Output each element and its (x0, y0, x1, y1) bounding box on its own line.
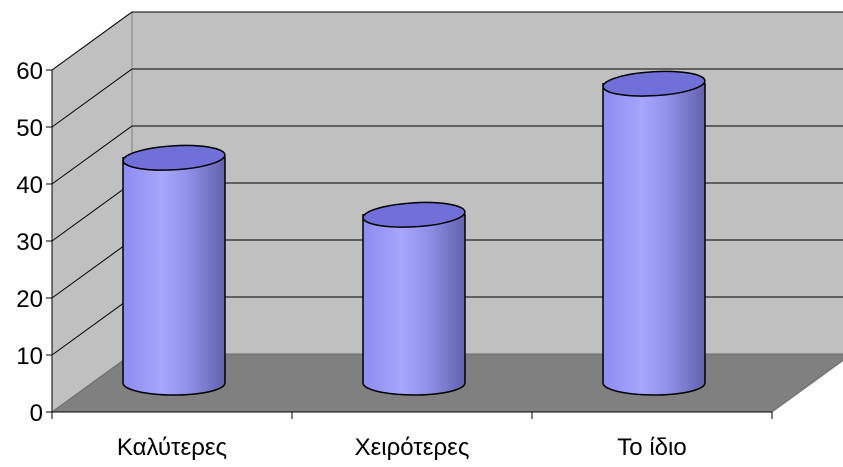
gridline-side (51, 68, 133, 128)
x-category-label: Χειρότερες (355, 434, 470, 461)
gridline-side (51, 182, 133, 242)
y-tick-label: 0 (30, 400, 43, 427)
bar-top (602, 70, 706, 97)
gridline-side (51, 11, 133, 71)
gridline-side (51, 239, 133, 299)
gridline-side (51, 125, 133, 185)
y-tick-label: 40 (16, 172, 43, 199)
y-tick-label: 50 (16, 115, 43, 142)
x-category-label: Το ίδιο (617, 434, 686, 461)
y-tick-label: 60 (16, 58, 43, 85)
bar-2 (362, 201, 466, 396)
gridline-side (51, 296, 133, 356)
y-axis: 0 10 20 30 40 50 60 (16, 58, 53, 427)
bar-1 (122, 144, 226, 396)
bar-3 (602, 70, 706, 396)
bar-body (122, 157, 226, 396)
bar-body (602, 82, 706, 396)
gridlines (51, 11, 843, 356)
y-tick-label: 20 (16, 286, 43, 313)
bar-top (362, 201, 466, 228)
y-tick-label: 30 (16, 229, 43, 256)
bars (122, 70, 706, 396)
x-axis: Καλύτερες Χειρότερες Το ίδιο (51, 411, 773, 461)
bar-body (362, 214, 466, 396)
y-tick-label: 10 (16, 343, 43, 370)
bar-top (122, 144, 226, 171)
x-category-label: Καλύτερες (117, 434, 227, 461)
